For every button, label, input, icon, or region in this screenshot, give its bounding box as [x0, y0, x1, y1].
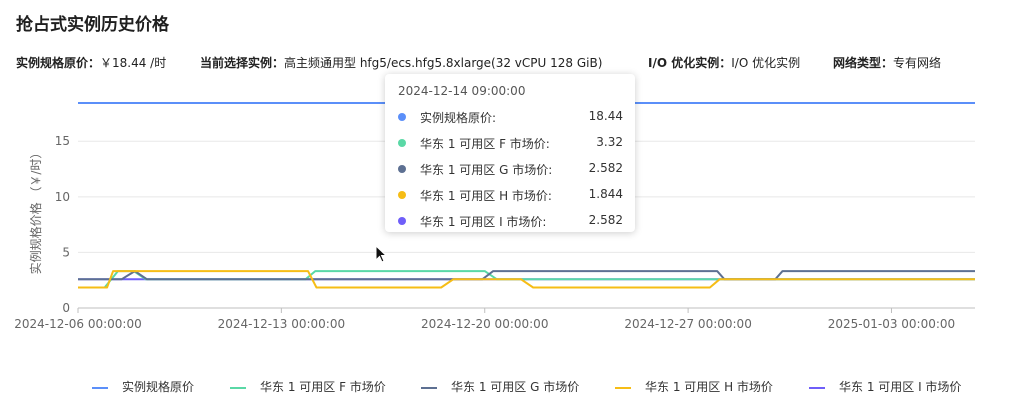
tooltip-series-value: 3.32 — [596, 135, 623, 149]
tooltip-time: 2024-12-14 09:00:00 — [398, 84, 526, 98]
info-io-optimized: I/O 优化实例：I/O 优化实例 — [648, 54, 800, 71]
legend-line-icon — [421, 386, 437, 389]
tooltip-row: 华东 1 可用区 H 市场价: 1.844 — [398, 187, 623, 205]
info-current-instance: 当前选择实例：高主频通用型 hfg5/ecs.hfg5.8xlarge(32 v… — [200, 54, 602, 71]
x-tick-label: 2025-01-03 00:00:00 — [828, 317, 955, 331]
legend-item-original[interactable]: 实例规格原价 — [92, 378, 194, 395]
info-key: 网络类型： — [833, 56, 894, 70]
info-key: 实例规格原价： — [16, 56, 101, 70]
info-value: ￥18.44 /时 — [100, 56, 167, 70]
legend-item-zone-f[interactable]: 华东 1 可用区 F 市场价 — [230, 378, 386, 395]
tooltip-series-value: 2.582 — [588, 161, 623, 175]
legend-item-zone-g[interactable]: 华东 1 可用区 G 市场价 — [421, 378, 579, 395]
series-line-h[interactable] — [78, 270, 975, 289]
tooltip-series-name: 华东 1 可用区 H 市场价: — [420, 189, 552, 203]
series-dot-icon — [398, 165, 406, 173]
legend-line-icon — [809, 386, 825, 389]
x-tick-label: 2024-12-06 00:00:00 — [14, 317, 141, 331]
mouse-cursor-icon — [375, 245, 388, 263]
series-dot-icon — [398, 191, 406, 199]
tooltip-series-value: 18.44 — [588, 109, 623, 123]
info-value: 高主频通用型 hfg5/ecs.hfg5.8xlarge(32 vCPU 128… — [284, 56, 603, 70]
legend-line-icon — [615, 386, 631, 389]
series-dot-icon — [398, 113, 406, 121]
info-original-price: 实例规格原价：￥18.44 /时 — [16, 54, 166, 71]
legend-label: 实例规格原价 — [122, 380, 195, 394]
y-axis-label: 实例规格价格 （￥/时） — [28, 147, 43, 275]
tooltip-row: 华东 1 可用区 I 市场价: 2.582 — [398, 213, 623, 231]
y-tick-label: 5 — [62, 245, 70, 259]
x-tick-label: 2024-12-20 00:00:00 — [421, 317, 548, 331]
series-line-g[interactable] — [78, 270, 975, 281]
y-tick-label: 0 — [62, 301, 70, 315]
tooltip-series-value: 2.582 — [588, 213, 623, 227]
tooltip-row: 华东 1 可用区 F 市场价: 3.32 — [398, 135, 623, 153]
chart-legend: 实例规格原价 华东 1 可用区 F 市场价 华东 1 可用区 G 市场价 华东 … — [0, 378, 1024, 398]
page-title: 抢占式实例历史价格 — [16, 15, 169, 35]
x-tick-label: 2024-12-13 00:00:00 — [218, 317, 345, 331]
legend-label: 华东 1 可用区 F 市场价 — [260, 380, 386, 394]
info-network-type: 网络类型：专有网络 — [833, 54, 941, 71]
info-key: I/O 优化实例： — [648, 56, 732, 70]
series-dot-icon — [398, 217, 406, 225]
series-dot-icon — [398, 139, 406, 147]
tooltip-series-name: 华东 1 可用区 I 市场价: — [420, 215, 547, 229]
chart-tooltip: 2024-12-14 09:00:00 实例规格原价: 18.44 华东 1 可… — [385, 74, 635, 232]
tooltip-row: 华东 1 可用区 G 市场价: 2.582 — [398, 161, 623, 179]
tooltip-row: 实例规格原价: 18.44 — [398, 109, 623, 127]
legend-item-zone-i[interactable]: 华东 1 可用区 I 市场价 — [809, 378, 961, 395]
legend-line-icon — [92, 386, 108, 389]
y-tick-label: 10 — [55, 190, 70, 204]
legend-label: 华东 1 可用区 G 市场价 — [451, 380, 580, 394]
legend-item-zone-h[interactable]: 华东 1 可用区 H 市场价 — [615, 378, 773, 395]
x-tick-label: 2024-12-27 00:00:00 — [624, 317, 751, 331]
legend-label: 华东 1 可用区 I 市场价 — [839, 380, 962, 394]
y-tick-label: 15 — [55, 134, 70, 148]
price-history-chart[interactable]: 0 5 10 15 2024-12-06 00:00:00 2024-12-13 00:0… — [0, 0, 1024, 370]
info-key: 当前选择实例： — [200, 56, 285, 70]
tooltip-series-name: 华东 1 可用区 F 市场价: — [420, 137, 550, 151]
tooltip-series-value: 1.844 — [588, 187, 623, 201]
legend-label: 华东 1 可用区 H 市场价 — [645, 380, 773, 394]
info-value: 专有网络 — [893, 56, 942, 70]
info-value: I/O 优化实例 — [731, 56, 801, 70]
tooltip-series-name: 华东 1 可用区 G 市场价: — [420, 163, 553, 177]
legend-line-icon — [230, 386, 246, 389]
tooltip-series-name: 实例规格原价: — [420, 111, 497, 125]
